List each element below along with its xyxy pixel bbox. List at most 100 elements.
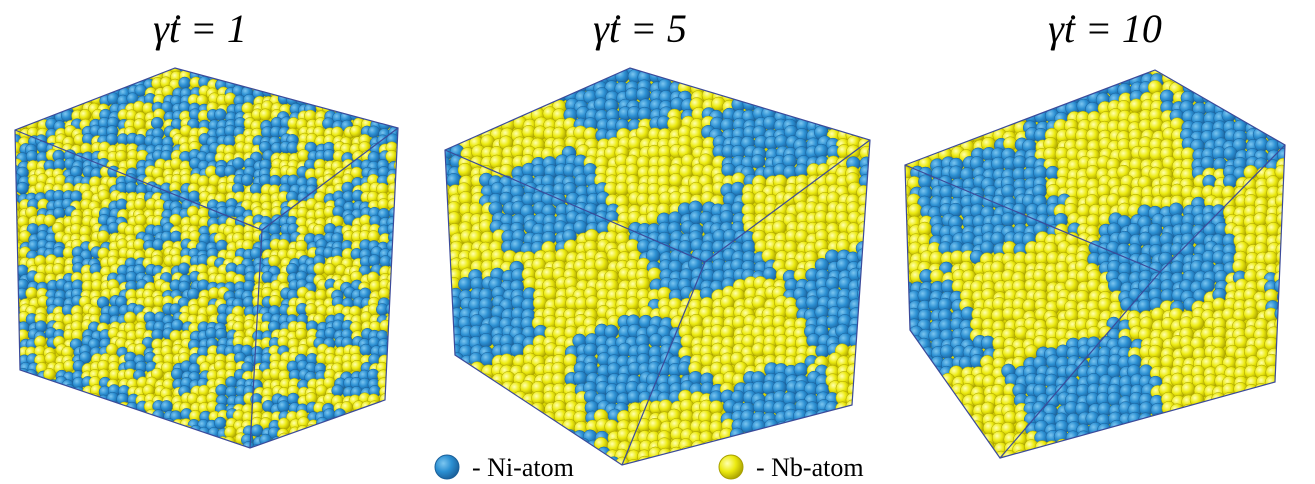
atom — [110, 72, 122, 84]
atom — [55, 443, 67, 455]
atom — [379, 71, 391, 83]
atom — [261, 61, 273, 73]
atom — [37, 63, 49, 75]
atom — [960, 72, 974, 86]
atom — [396, 281, 408, 293]
atom — [1254, 91, 1268, 105]
atom — [994, 82, 1008, 96]
atom — [306, 452, 318, 464]
atom — [28, 387, 40, 399]
atom — [146, 434, 158, 446]
atom — [868, 337, 882, 351]
atom — [438, 71, 452, 85]
atom — [1245, 72, 1259, 86]
atom — [521, 71, 535, 85]
atom — [234, 61, 246, 73]
atom — [317, 70, 329, 82]
atom — [835, 81, 849, 95]
atom — [513, 403, 527, 417]
atom — [491, 392, 505, 406]
atom — [11, 369, 23, 381]
atom — [751, 91, 765, 105]
atom — [982, 93, 996, 107]
atom — [639, 467, 653, 481]
atom — [369, 419, 381, 431]
atom — [172, 442, 184, 454]
atom — [460, 107, 474, 121]
atom — [259, 109, 271, 121]
atom — [459, 448, 473, 462]
atom — [314, 426, 326, 438]
atom — [1234, 83, 1248, 97]
atom — [1275, 62, 1289, 76]
atom — [534, 71, 548, 85]
atom — [817, 110, 831, 124]
atom — [553, 440, 567, 454]
atom — [869, 457, 883, 471]
atom — [27, 420, 39, 432]
atom — [981, 80, 995, 94]
atom — [448, 362, 462, 376]
atom — [490, 91, 504, 105]
atom — [835, 438, 849, 452]
atom — [545, 430, 559, 444]
atom — [846, 440, 860, 454]
atom — [135, 214, 147, 226]
atom — [307, 61, 319, 73]
atom — [1244, 81, 1258, 95]
atom — [658, 457, 672, 471]
atom — [53, 451, 65, 463]
atom — [36, 103, 48, 115]
atom — [868, 392, 882, 406]
atom — [1013, 101, 1027, 115]
atom — [27, 102, 39, 114]
atom — [562, 70, 576, 84]
atom — [907, 146, 921, 160]
atom — [543, 438, 557, 452]
atom — [460, 373, 474, 387]
atom — [438, 116, 452, 130]
atom — [867, 402, 881, 416]
atom — [544, 286, 558, 300]
atom — [857, 91, 871, 105]
atom — [951, 109, 965, 123]
atom — [54, 418, 66, 430]
atom — [437, 78, 451, 92]
atom — [395, 433, 407, 445]
atom — [386, 385, 398, 397]
atom — [35, 385, 47, 397]
atom — [28, 63, 40, 75]
atom — [342, 102, 354, 114]
atom — [101, 403, 113, 415]
atom — [91, 69, 103, 81]
atom — [949, 130, 963, 144]
atom — [17, 368, 29, 380]
atom — [479, 333, 493, 347]
atom — [350, 125, 362, 137]
atom — [362, 77, 374, 89]
atom — [982, 99, 996, 113]
atom — [870, 232, 884, 246]
atom — [574, 467, 588, 481]
atom — [817, 89, 831, 103]
atom — [1276, 103, 1290, 117]
atom — [62, 436, 74, 448]
atom — [136, 436, 148, 448]
atom — [563, 438, 577, 452]
atom — [669, 457, 683, 471]
atom — [469, 99, 483, 113]
atom — [298, 86, 310, 98]
atom — [814, 62, 828, 76]
atom — [909, 71, 923, 85]
atom — [468, 373, 482, 387]
atom — [533, 78, 547, 92]
atom — [278, 62, 290, 74]
atom — [91, 452, 103, 464]
atom — [701, 458, 715, 472]
atom — [395, 370, 407, 382]
atom — [386, 303, 398, 315]
atom — [794, 79, 808, 93]
atom — [723, 72, 737, 86]
atom — [908, 83, 922, 97]
atom — [106, 434, 118, 446]
